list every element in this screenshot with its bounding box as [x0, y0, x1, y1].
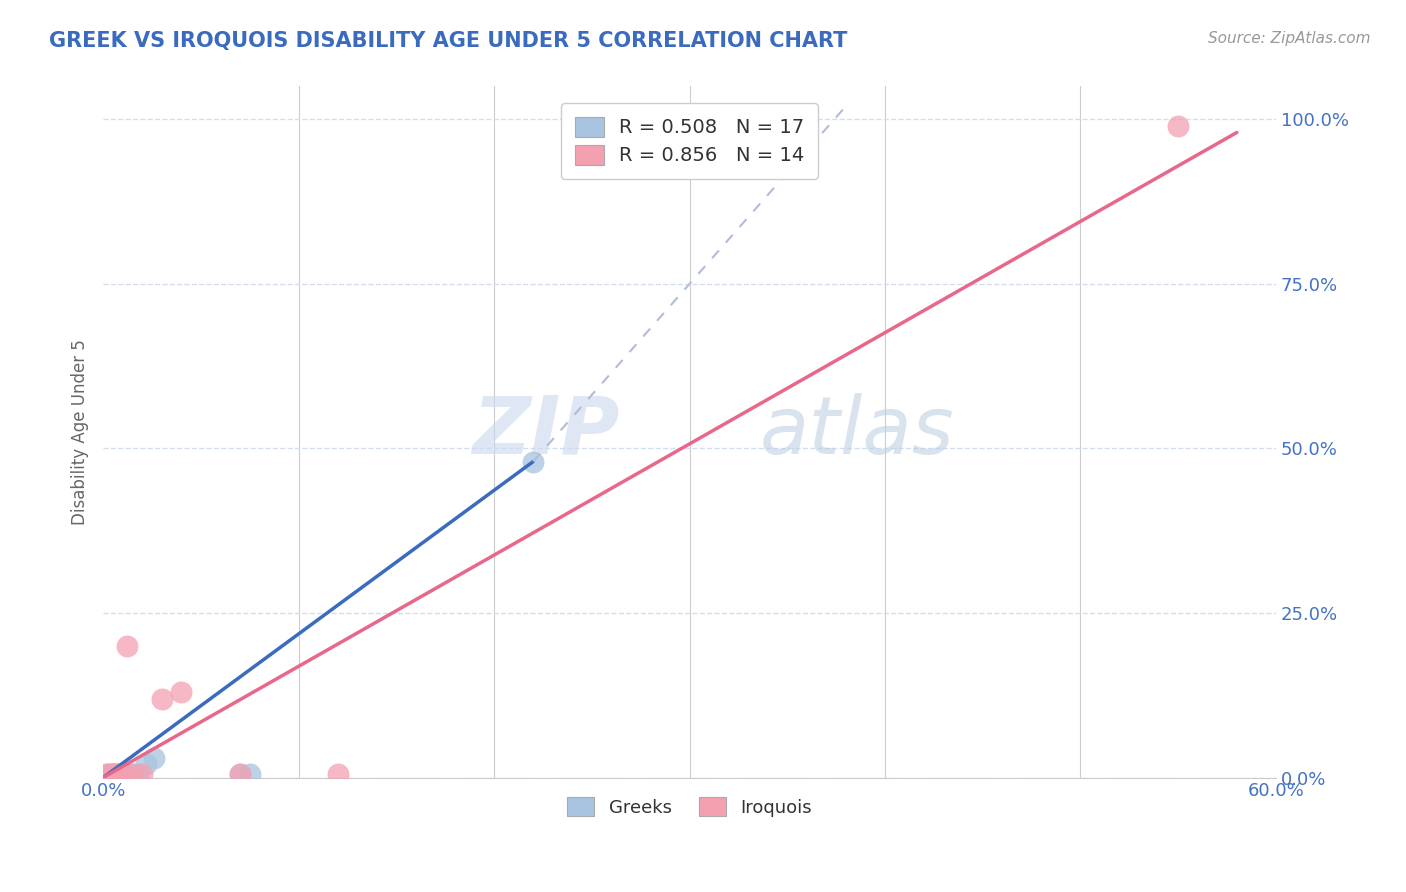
Point [1167, 119, 1189, 133]
Point [135, 757, 157, 772]
Point [229, 767, 252, 781]
Point [131, 767, 153, 781]
Point [111, 767, 134, 781]
Point [100, 767, 122, 781]
Point [104, 767, 127, 781]
Point [142, 751, 165, 765]
Point [522, 454, 544, 468]
Point [104, 767, 127, 781]
Text: atlas: atlas [759, 393, 955, 471]
Legend: Greeks, Iroquois: Greeks, Iroquois [560, 790, 820, 824]
Point [100, 767, 122, 781]
Point [105, 767, 128, 781]
Text: GREEK VS IROQUOIS DISABILITY AGE UNDER 5 CORRELATION CHART: GREEK VS IROQUOIS DISABILITY AGE UNDER 5… [49, 31, 848, 51]
Point [96, 767, 118, 781]
Point [107, 767, 129, 781]
Point [115, 639, 138, 653]
Point [107, 767, 129, 781]
Point [110, 767, 132, 781]
Point [120, 767, 142, 781]
Point [229, 767, 252, 781]
Text: Source: ZipAtlas.com: Source: ZipAtlas.com [1208, 31, 1371, 46]
Point [326, 767, 349, 781]
Point [239, 767, 262, 781]
Text: ZIP: ZIP [472, 393, 619, 471]
Point [124, 767, 146, 781]
Point [170, 685, 193, 699]
Point [127, 767, 149, 781]
Point [121, 767, 143, 781]
Point [101, 767, 124, 781]
Point [101, 767, 124, 781]
Point [111, 767, 134, 781]
Point [96, 767, 118, 781]
Point [115, 767, 138, 781]
Point [150, 691, 173, 706]
Y-axis label: Disability Age Under 5: Disability Age Under 5 [72, 339, 89, 524]
